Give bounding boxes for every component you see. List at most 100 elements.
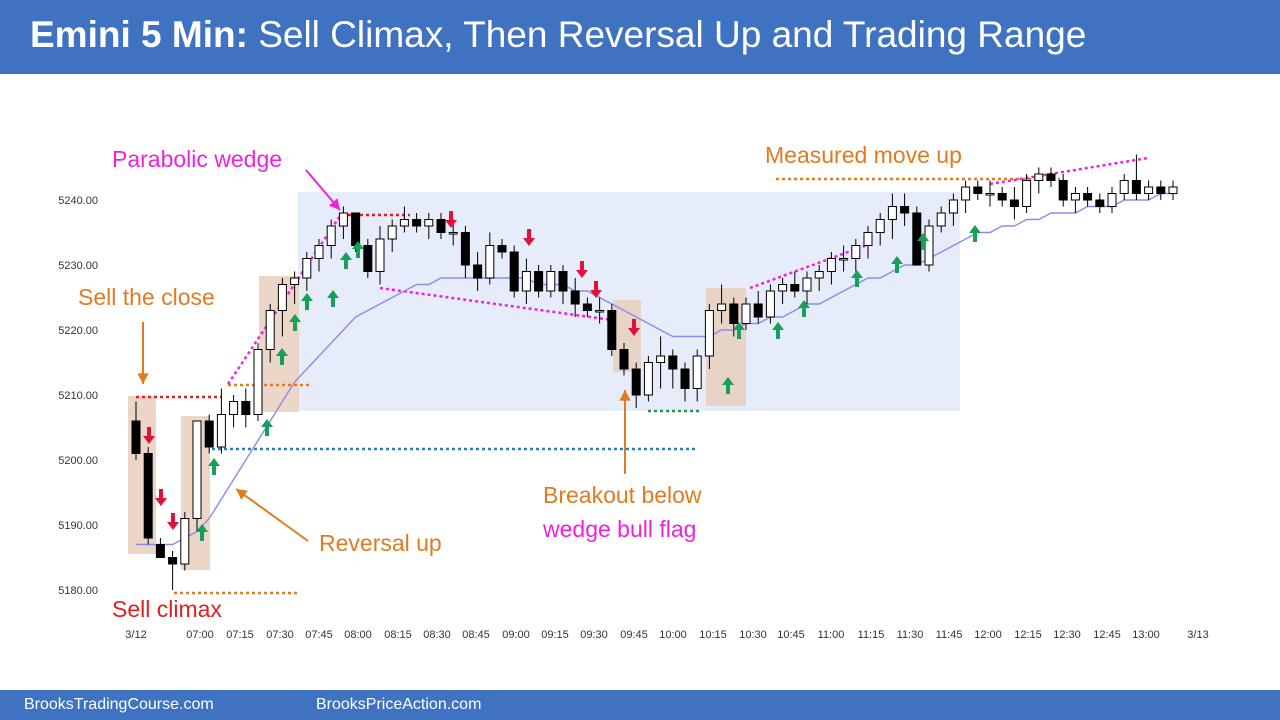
footer-left-link: BrooksTradingCourse.com: [24, 696, 214, 713]
buy-signal-arrow-icon: [722, 377, 734, 394]
bull-candle-body: [326, 225, 336, 246]
x-tick-label: 09:00: [502, 629, 530, 641]
bull-candle-body: [277, 284, 287, 311]
annotation-sell-the-close: Sell the close: [78, 284, 215, 310]
bear-candle-body: [668, 355, 678, 370]
bull-candle-body: [643, 362, 653, 396]
bear-candle-body: [1058, 180, 1068, 201]
bear-candle-body: [460, 232, 470, 266]
bear-candle-body: [1009, 199, 1019, 207]
bull-candle-body: [595, 310, 605, 313]
callout-arrow-reversal-head: [236, 489, 248, 500]
bull-candle-body: [741, 303, 751, 324]
x-tick-label: 10:00: [659, 629, 687, 641]
bear-candle-body: [351, 212, 361, 246]
bear-candle-body: [753, 303, 763, 318]
annotation-measured-move: Measured move up: [765, 142, 962, 168]
bear-candle-body: [607, 310, 617, 350]
x-tick-label: 09:15: [541, 629, 569, 641]
buy-signal-arrow-icon: [261, 419, 273, 436]
bull-candle-body: [936, 212, 946, 227]
annotation-parabolic-wedge: Parabolic wedge: [112, 146, 283, 172]
bull-candle-body: [216, 414, 226, 448]
bear-candle-body: [143, 453, 153, 539]
bear-candle-body: [997, 193, 1007, 201]
buy-signal-arrow-icon: [352, 241, 364, 258]
x-tick-label: 10:45: [777, 629, 805, 641]
y-tick-label: 5220.00: [58, 325, 98, 337]
bull-candle-body: [229, 401, 239, 415]
bull-candle-body: [375, 238, 385, 272]
y-tick-label: 5190.00: [58, 520, 98, 532]
bull-candle-body: [192, 420, 202, 519]
bear-candle-body: [729, 303, 739, 324]
y-tick-label: 5240.00: [58, 195, 98, 207]
buy-signal-arrow-icon: [289, 314, 301, 331]
annotation-breakout-line1: Breakout below: [543, 482, 702, 508]
callout-arrow-reversal-shaft: [235, 488, 309, 542]
bear-candle-body: [973, 186, 983, 194]
bull-candle-body: [839, 258, 849, 261]
buy-signal-arrow-icon: [891, 256, 903, 273]
sell-signal-arrow-icon: [628, 319, 640, 336]
buy-signal-arrow-icon: [917, 233, 929, 250]
bull-candle-body: [1119, 180, 1129, 194]
title-rest: Sell Climax, Then Reversal Up and Tradin…: [258, 14, 1087, 55]
title-bar: Emini 5 Min: Sell Climax, Then Reversal …: [0, 0, 1280, 74]
x-tick-label: 10:15: [699, 629, 727, 641]
bear-candle-body: [1083, 193, 1093, 201]
sell-signal-arrow-icon: [445, 211, 457, 228]
bull-candle-body: [180, 518, 190, 565]
x-tick-label: 12:45: [1093, 629, 1121, 641]
callout-arrow-breakout-head: [619, 390, 631, 401]
bull-candle-body: [265, 310, 275, 350]
sell-signal-arrow-icon: [590, 281, 602, 298]
bear-candle-body: [570, 290, 580, 305]
bull-candle-body: [399, 219, 409, 227]
bull-candle-body: [485, 245, 495, 279]
bull-candle-body: [387, 225, 397, 240]
bull-candle-body: [814, 271, 824, 279]
buy-signal-arrow-icon: [327, 290, 339, 307]
bear-candle-body: [900, 206, 910, 214]
title-bold: Emini 5 Min:: [30, 14, 248, 55]
x-tick-label: 3/12: [125, 629, 146, 641]
bull-candle-body: [863, 232, 873, 246]
bear-candle-body: [680, 368, 690, 389]
x-tick-label: 3/13: [1187, 629, 1208, 641]
bull-candle-body: [424, 219, 434, 227]
buy-signal-arrow-icon: [772, 322, 784, 339]
bull-candle-body: [1107, 193, 1117, 207]
bull-candle-body: [1168, 186, 1178, 194]
bear-candle-body: [1095, 199, 1105, 207]
bear-candle-body: [790, 284, 800, 292]
bull-candle-body: [961, 186, 971, 201]
x-tick-label: 08:30: [423, 629, 451, 641]
wedge-trendline-4: [989, 156, 1149, 186]
y-tick-label: 5230.00: [58, 260, 98, 272]
wedge-trendline-1: [226, 215, 342, 385]
bear-candle-body: [631, 368, 641, 396]
bear-candle-body: [558, 271, 568, 292]
bull-candle-body: [448, 232, 458, 235]
sell-signal-arrow-icon: [143, 427, 155, 444]
bear-candle-body: [412, 219, 422, 227]
buy-signal-arrow-icon: [969, 225, 981, 242]
bull-candle-body: [802, 277, 812, 292]
bull-candle-body: [924, 225, 934, 266]
x-tick-label: 10:30: [739, 629, 767, 641]
bear-candle-body: [1156, 186, 1166, 194]
ema-line: [136, 192, 1173, 546]
bull-candle-body: [290, 277, 300, 285]
bull-candle-body: [692, 355, 702, 389]
buy-signal-arrow-icon: [196, 524, 208, 541]
bull-candle-body: [338, 212, 348, 227]
y-tick-label: 5180.00: [58, 585, 98, 597]
x-tick-label: 08:45: [462, 629, 490, 641]
sell-signal-arrow-icon: [576, 261, 588, 278]
buy-signal-arrow-icon: [276, 348, 288, 365]
x-tick-label: 11:45: [936, 629, 963, 641]
bull-candle-body: [887, 206, 897, 220]
sell-signal-arrow-icon: [155, 489, 167, 506]
bear-candle-body: [168, 557, 178, 565]
